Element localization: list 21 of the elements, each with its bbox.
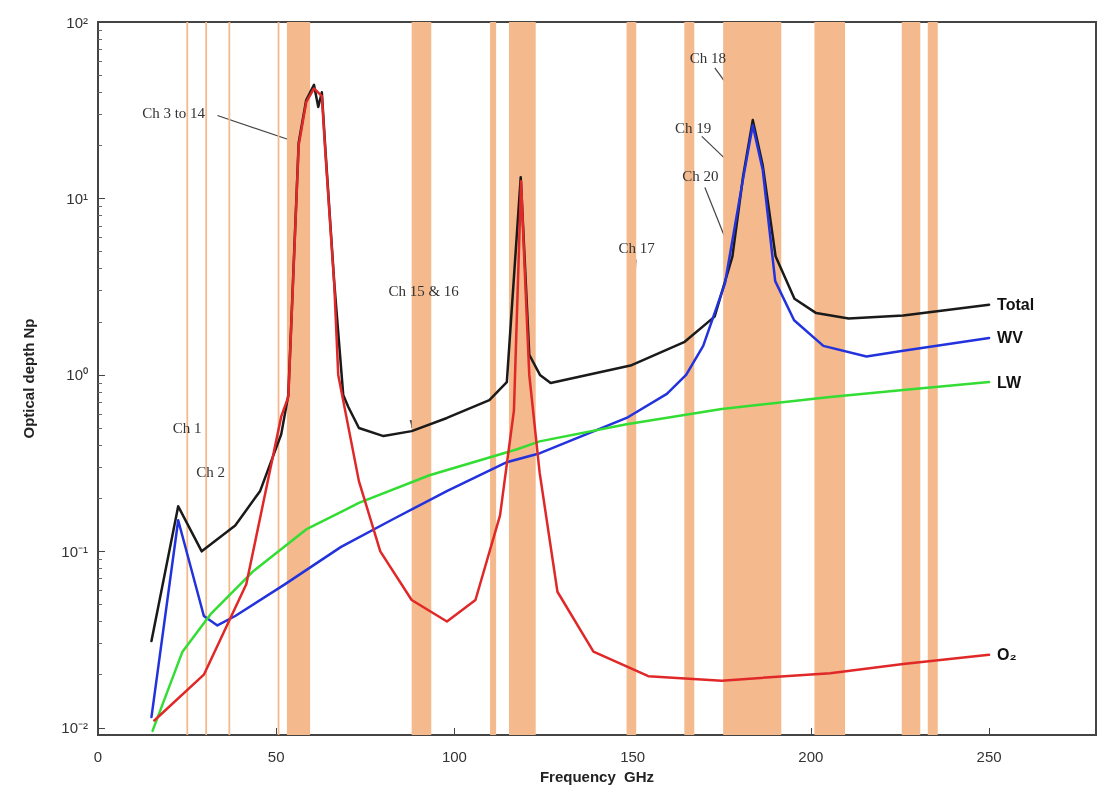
line-series	[151, 380, 991, 733]
annotation: Ch 3 to 14	[142, 104, 206, 121]
series-label: O₂	[997, 646, 1017, 664]
series-label: Total	[997, 296, 1035, 314]
y-tick-label: 10⁰	[66, 366, 88, 384]
series-label: LW	[997, 373, 1022, 391]
series-label: WV	[997, 329, 1024, 347]
x-tick-label: 200	[798, 748, 824, 765]
annotation: Ch 19	[675, 120, 712, 137]
y-axis-title: Optical depth Np	[20, 318, 37, 439]
x-tick-label: 150	[620, 748, 646, 765]
y-tick-label: 10²	[66, 13, 88, 31]
y-tick-label: 10¹	[66, 189, 88, 207]
x-tick-label: 100	[441, 748, 467, 765]
y-tick-label: 10⁻²	[61, 719, 88, 737]
x-tick-label: 0	[93, 748, 103, 765]
x-axis-title: Frequency GHz	[539, 767, 655, 785]
x-tick-label: 50	[267, 748, 285, 765]
annotation: Ch 1	[172, 420, 202, 436]
y-tick-label: 10⁻¹	[61, 542, 88, 560]
x-tick-label: 250	[976, 748, 1002, 765]
